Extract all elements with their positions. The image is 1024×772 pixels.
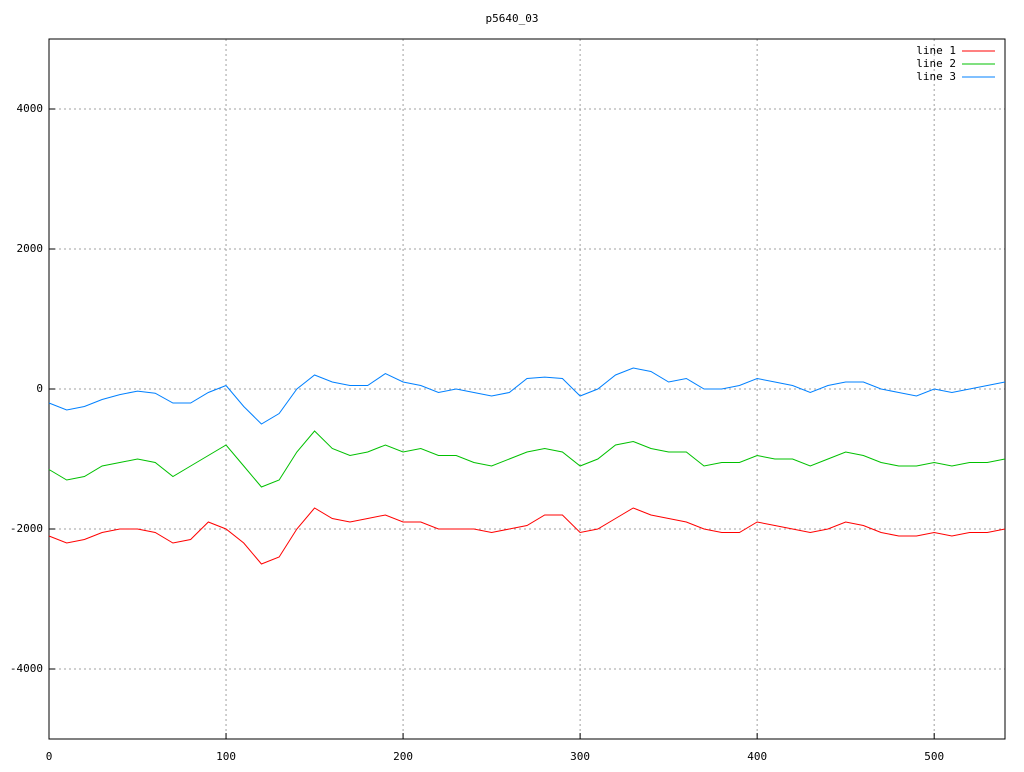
y-tick-label: 0 [36, 382, 43, 395]
line-series [48, 507, 1006, 565]
legend-label: line 1 [916, 44, 956, 57]
x-tick-label: 0 [46, 750, 53, 763]
plot-frame [48, 38, 1006, 740]
x-tick-label: 400 [747, 750, 767, 763]
y-tick-label: 4000 [17, 102, 44, 115]
y-tick-label: -2000 [10, 522, 43, 535]
x-tick-label: 100 [216, 750, 236, 763]
line-series [48, 430, 1006, 488]
x-tick-label: 300 [570, 750, 590, 763]
y-tick-label: -4000 [10, 662, 43, 675]
x-tick-label: 200 [393, 750, 413, 763]
chart-title: p5640_03 [486, 12, 539, 25]
legend-label: line 3 [916, 70, 956, 83]
x-tick-label: 500 [924, 750, 944, 763]
y-tick-label: 2000 [17, 242, 44, 255]
line-series [48, 367, 1006, 425]
legend-label: line 2 [916, 57, 956, 70]
